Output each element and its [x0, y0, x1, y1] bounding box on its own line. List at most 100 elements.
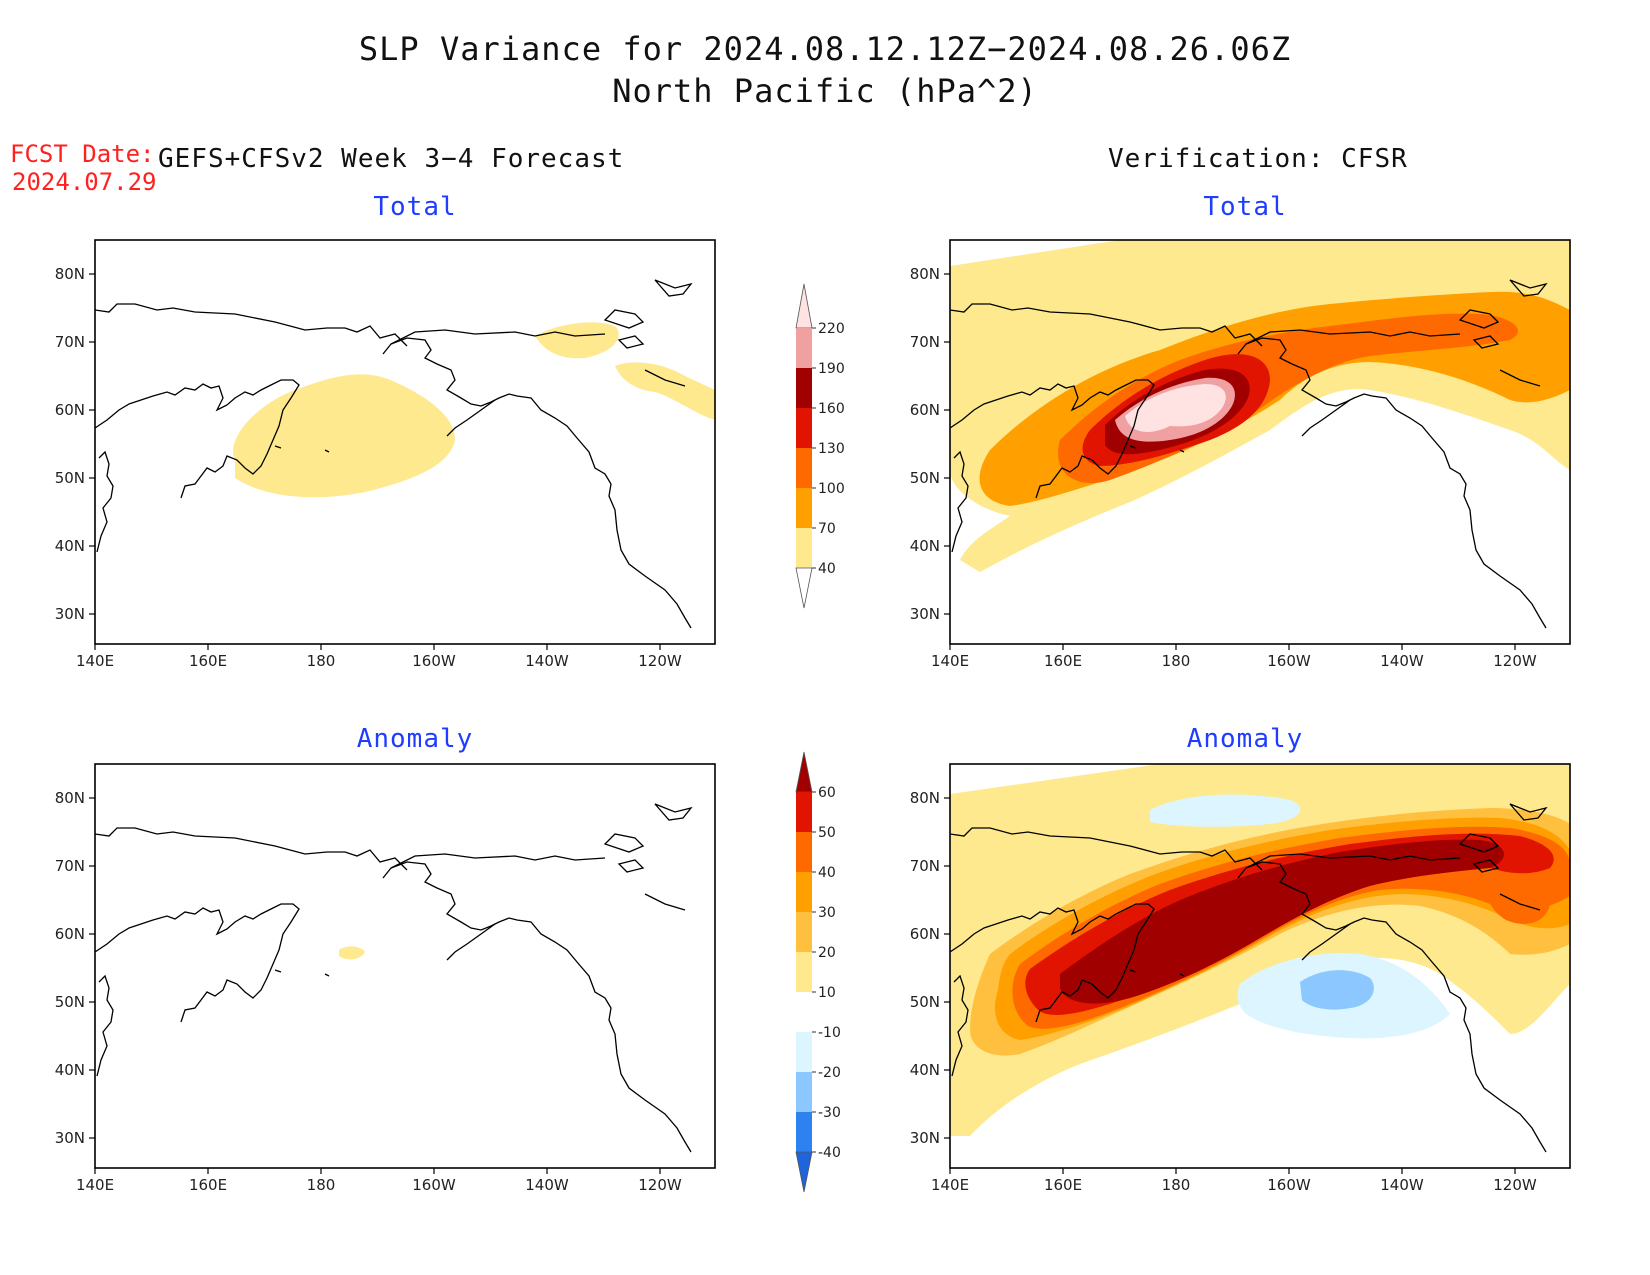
fcst-total-title: Total: [373, 192, 457, 222]
lon-label: 160E: [1044, 1176, 1082, 1194]
lon-label: 120W: [1493, 652, 1537, 670]
verification-header: Verification: CFSR: [1108, 144, 1408, 174]
lat-label: 60N: [55, 925, 85, 943]
colorbar-segment: [796, 912, 812, 952]
lat-label: 80N: [910, 265, 940, 283]
fcst-anomaly-panel: 80N 70N 60N 50N 40N 30N 140E 160E 180 160W 140W 120…: [55, 763, 716, 1194]
colorbar-label: 190: [818, 361, 845, 377]
lat-label: 80N: [55, 789, 85, 807]
colorbar-label: 20: [818, 945, 836, 961]
colorbar-segment: [796, 872, 812, 912]
lat-label: 30N: [55, 605, 85, 623]
colorbar-label: 220: [818, 321, 845, 337]
fcst-total-contour-1: [535, 322, 619, 359]
colorbar-label: -30: [818, 1105, 841, 1121]
lat-label: 60N: [910, 925, 940, 943]
fcst-date-label: FCST Date:: [10, 140, 155, 168]
colorbar-segment: [796, 368, 812, 408]
lat-label: 60N: [910, 401, 940, 419]
colorbar-label: 30: [818, 905, 836, 921]
lon-label: 180: [1162, 652, 1191, 670]
lat-label: 40N: [55, 537, 85, 555]
colorbar-segment: [796, 792, 812, 832]
colorbar-segment: [795, 751, 813, 793]
colorbar-label: -40: [818, 1145, 841, 1161]
colorbar-segment: [796, 992, 812, 1032]
lon-label: 120W: [638, 1176, 682, 1194]
colorbar-label: 160: [818, 401, 845, 417]
colorbar-segment: [795, 1151, 813, 1193]
lon-label: 140W: [525, 1176, 569, 1194]
lon-label: 180: [1162, 1176, 1191, 1194]
lon-label: 160E: [189, 1176, 227, 1194]
colorbar-label: 10: [818, 985, 836, 1001]
ver-anomaly-panel: 80N 70N 60N 50N 40N 30N 140E 160E 180 160W 140W 120…: [910, 763, 1571, 1194]
colorbar-label: 70: [818, 521, 836, 537]
fcst-total-contour-0: [233, 374, 455, 498]
ver-total-title: Total: [1203, 192, 1287, 222]
colorbar-segment: [796, 528, 812, 568]
ver-total-contour-6: [1125, 384, 1226, 432]
forecast-header: GEFS+CFSv2 Week 3−4 Forecast: [158, 144, 625, 174]
fcst-total-panel: 80N 70N 60N 50N 40N 30N 140E 160E 180 160W 140W 120…: [55, 239, 716, 670]
colorbar-segment: [796, 952, 812, 992]
lon-label: 120W: [638, 652, 682, 670]
lat-label: 70N: [55, 857, 85, 875]
lat-label: 40N: [910, 537, 940, 555]
colorbar-segment: [796, 328, 812, 368]
main-title-line2: North Pacific (hPa^2): [612, 72, 1038, 110]
ver-anomaly-contour-9: [1300, 970, 1374, 1010]
lon-label: 120W: [1493, 1176, 1537, 1194]
colorbar-label: -10: [818, 1025, 841, 1041]
fcst-anomaly-frame: [94, 763, 716, 1169]
lat-label: 40N: [55, 1061, 85, 1079]
lat-label: 70N: [55, 333, 85, 351]
lat-label: 50N: [910, 469, 940, 487]
colorbar-segment: [796, 1072, 812, 1112]
lat-label: 30N: [910, 1129, 940, 1147]
colorbar-label: 130: [818, 441, 845, 457]
lon-label: 140E: [931, 652, 969, 670]
lon-label: 140E: [76, 1176, 114, 1194]
lat-label: 50N: [55, 993, 85, 1011]
ver-anomaly-contour-5: [1060, 839, 1504, 1004]
lon-label: 140W: [525, 652, 569, 670]
ver-total-frame: [949, 239, 1571, 645]
colorbar-segment: [795, 283, 813, 329]
lon-label: 160E: [1044, 652, 1082, 670]
lon-label: 180: [307, 1176, 336, 1194]
colorbar-segment: [796, 488, 812, 528]
lat-label: 30N: [910, 605, 940, 623]
ver-anomaly-frame: [949, 763, 1571, 1169]
colorbar-segment: [796, 448, 812, 488]
lon-label: 160W: [412, 1176, 456, 1194]
lat-label: 40N: [910, 1061, 940, 1079]
ver-total-panel: 80N 70N 60N 50N 40N 30N 140E 160E 180 160W 140W 120…: [910, 239, 1571, 670]
fcst-anomaly-title: Anomaly: [356, 724, 474, 754]
lat-label: 50N: [910, 993, 940, 1011]
main-title-line1: SLP Variance for 2024.08.12.12Z−2024.08.…: [358, 30, 1292, 68]
lon-label: 160W: [1267, 1176, 1311, 1194]
ver-anomaly-contour-7: [1150, 794, 1301, 827]
fcst-total-contour-2: [615, 362, 715, 420]
lat-label: 30N: [55, 1129, 85, 1147]
total-colorbar: 220 190 160 130 100 70 40: [795, 283, 845, 609]
colorbar-label: 100: [818, 481, 845, 497]
colorbar-label: -20: [818, 1065, 841, 1081]
lat-label: 60N: [55, 401, 85, 419]
fcst-total-frame: [94, 239, 716, 645]
fcst-date-value: 2024.07.29: [12, 168, 157, 196]
lat-label: 50N: [55, 469, 85, 487]
colorbar-segment: [796, 1112, 812, 1152]
lon-label: 160W: [412, 652, 456, 670]
lat-label: 70N: [910, 857, 940, 875]
lat-label: 70N: [910, 333, 940, 351]
colorbar-label: 50: [818, 825, 836, 841]
lon-label: 180: [307, 652, 336, 670]
lon-label: 160E: [189, 652, 227, 670]
colorbar-segment: [796, 832, 812, 872]
lon-label: 160W: [1267, 652, 1311, 670]
lon-label: 140W: [1380, 1176, 1424, 1194]
anomaly-colorbar: 60 50 40 30 20 10 -10 -20 -30 -40: [795, 751, 841, 1193]
